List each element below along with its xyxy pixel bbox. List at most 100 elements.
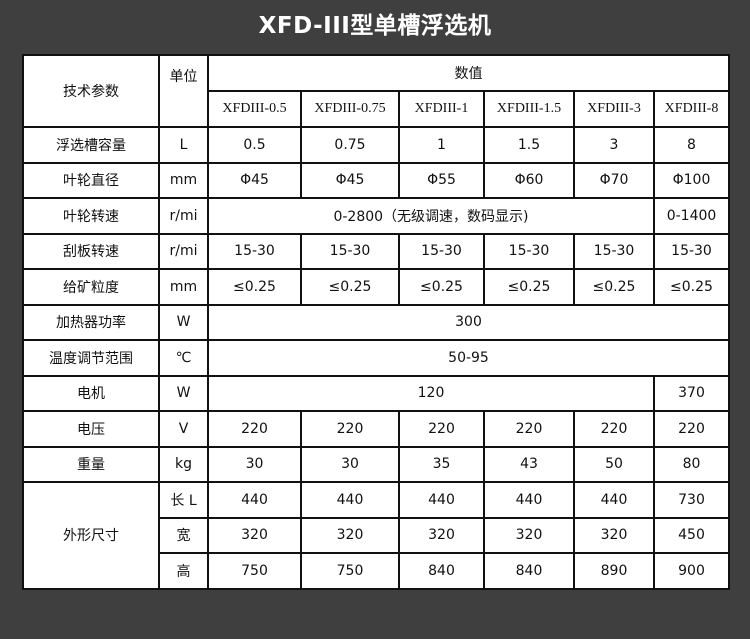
param-cell: 温度调节范围	[22, 339, 160, 377]
value-cell: ≤0.25	[483, 268, 575, 306]
value-cell: Φ45	[300, 161, 400, 199]
value-cell: 15-30	[653, 232, 730, 270]
value-cell: 440	[207, 481, 302, 519]
value-cell: 220	[653, 410, 730, 448]
param-cell: 加热器功率	[22, 303, 160, 341]
spec-table: 技术参数 单位 数值 XFDIII-0.5 XFDIII-0.75 XFDIII-1…	[22, 54, 730, 590]
header-value: 数值	[207, 54, 730, 92]
header-unit: 单位	[158, 54, 209, 128]
merged-value-cell: 50-95	[207, 339, 730, 377]
header-param: 技术参数	[22, 54, 160, 128]
table-row: 浮选槽容量 L 0.5 0.75 1 1.5 3 8	[22, 126, 730, 164]
page-title: XFD-III型单槽浮选机	[258, 13, 492, 39]
value-cell: 15-30	[398, 232, 485, 270]
model-header: XFDIII-3	[573, 90, 655, 128]
table-row: 加热器功率 W 300	[22, 303, 730, 341]
value-cell: 900	[653, 552, 730, 590]
value-cell: 220	[207, 410, 302, 448]
table-row: 叶轮转速 r/mi 0-2800（无级调速，数码显示) 0-1400	[22, 197, 730, 235]
param-cell: 刮板转速	[22, 232, 160, 270]
unit-cell: W	[158, 303, 209, 341]
param-cell: 电压	[22, 410, 160, 448]
value-cell: Φ100	[653, 161, 730, 199]
value-cell: 30	[300, 445, 400, 483]
table-row: 宽 320 320 320 320 320 450	[23, 516, 730, 554]
table-row: 叶轮直径 mm Φ45 Φ45 Φ55 Φ60 Φ70 Φ100	[22, 161, 730, 199]
value-cell: 440	[573, 481, 655, 519]
unit-cell: W	[158, 374, 209, 412]
value-cell: 80	[653, 445, 730, 483]
table-row: 给矿粒度 mm ≤0.25 ≤0.25 ≤0.25 ≤0.25 ≤0.25 ≤0.25	[22, 268, 730, 306]
value-cell: 3	[573, 126, 655, 164]
unit-cell: 长 L	[158, 481, 209, 519]
value-cell: 750	[300, 552, 400, 590]
model-header: XFDIII-1	[398, 90, 485, 128]
table-row: 电压 V 220 220 220 220 220 220	[22, 410, 730, 448]
param-cell: 电机	[22, 374, 160, 412]
value-cell: 730	[653, 481, 730, 519]
value-cell: 440	[300, 481, 400, 519]
value-cell: 320	[300, 516, 400, 554]
value-cell: 35	[398, 445, 485, 483]
unit-cell: r/mi	[158, 232, 209, 270]
merged-value-cell: 0-2800（无级调速，数码显示)	[207, 197, 655, 235]
table-row: 刮板转速 r/mi 15-30 15-30 15-30 15-30 15-30 15-30	[22, 232, 730, 270]
param-cell: 浮选槽容量	[22, 126, 160, 164]
value-cell: Φ45	[207, 161, 302, 199]
value-cell: 370	[653, 374, 730, 412]
value-cell: 220	[398, 410, 485, 448]
unit-cell: 宽	[158, 516, 209, 554]
model-header: XFDIII-1.5	[483, 90, 575, 128]
value-cell: ≤0.25	[653, 268, 730, 306]
value-cell: Φ55	[398, 161, 485, 199]
value-cell: 450	[653, 516, 730, 554]
value-cell: 220	[300, 410, 400, 448]
value-cell: 440	[483, 481, 575, 519]
value-cell: 1	[398, 126, 485, 164]
param-cell: 叶轮转速	[22, 197, 160, 235]
table-row: 电机 W 120 370	[22, 374, 730, 412]
unit-cell: V	[158, 410, 209, 448]
value-cell: 15-30	[573, 232, 655, 270]
value-cell: 440	[398, 481, 485, 519]
model-header: XFDIII-8	[653, 90, 730, 128]
value-cell: 750	[207, 552, 302, 590]
param-cell: 叶轮直径	[22, 161, 160, 199]
value-cell: Φ70	[573, 161, 655, 199]
value-cell: 320	[207, 516, 302, 554]
unit-cell: kg	[158, 445, 209, 483]
unit-cell: ℃	[158, 339, 209, 377]
value-cell: 840	[398, 552, 485, 590]
value-cell: 50	[573, 445, 655, 483]
table-row: 温度调节范围 ℃ 50-95	[22, 339, 730, 377]
value-cell: 0.5	[207, 126, 302, 164]
value-cell: 320	[398, 516, 485, 554]
value-cell: 890	[573, 552, 655, 590]
param-cell: 重量	[22, 445, 160, 483]
value-cell: 30	[207, 445, 302, 483]
table-row: 高 750 750 840 840 890 900	[23, 552, 730, 590]
value-cell: Φ60	[483, 161, 575, 199]
value-cell: 320	[483, 516, 575, 554]
param-cell: 外形尺寸	[22, 481, 160, 590]
value-cell: ≤0.25	[573, 268, 655, 306]
model-header: XFDIII-0.75	[300, 90, 400, 128]
unit-cell: mm	[158, 161, 209, 199]
merged-value-cell: 120	[207, 374, 655, 412]
unit-cell: L	[158, 126, 209, 164]
unit-cell: 高	[158, 552, 209, 590]
value-cell: 0.75	[300, 126, 400, 164]
value-cell: 1.5	[483, 126, 575, 164]
value-cell: ≤0.25	[398, 268, 485, 306]
value-cell: ≤0.25	[207, 268, 302, 306]
value-cell: 0-1400	[653, 197, 730, 235]
value-cell: 320	[573, 516, 655, 554]
value-cell: 43	[483, 445, 575, 483]
merged-value-cell: 300	[207, 303, 730, 341]
value-cell: 220	[573, 410, 655, 448]
value-cell: 8	[653, 126, 730, 164]
table-row: 重量 kg 30 30 35 43 50 80	[22, 445, 730, 483]
value-cell: 15-30	[207, 232, 302, 270]
model-header: XFDIII-0.5	[207, 90, 302, 128]
value-cell: 220	[483, 410, 575, 448]
